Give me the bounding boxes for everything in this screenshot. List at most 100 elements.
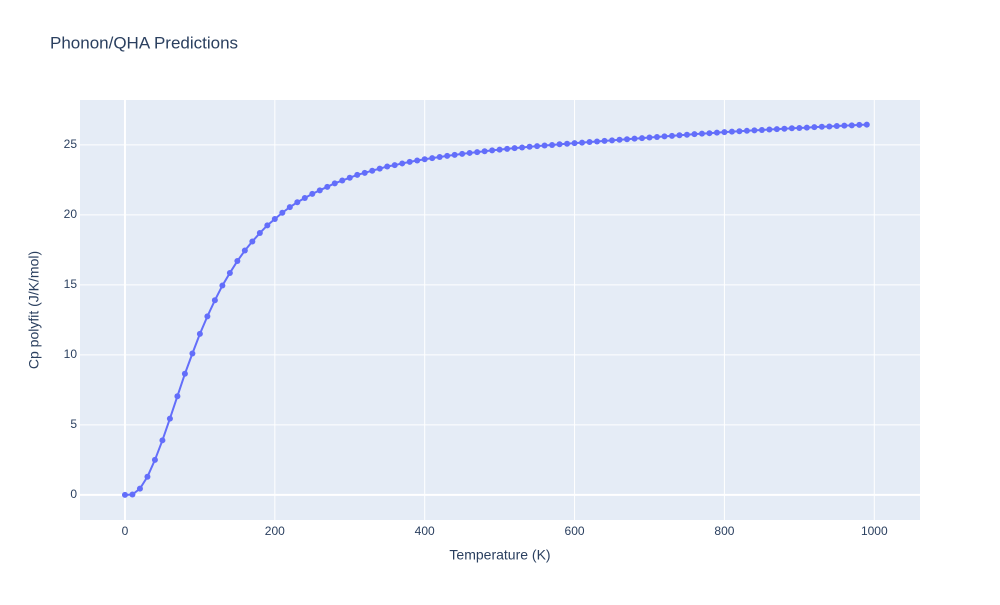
data-point <box>594 138 601 145</box>
data-point <box>773 126 780 133</box>
data-point <box>339 177 346 184</box>
data-point <box>189 350 196 357</box>
data-point <box>736 128 743 135</box>
y-tick-label: 20 <box>64 207 78 221</box>
data-point <box>803 124 810 131</box>
data-point <box>743 127 750 134</box>
data-point <box>121 491 128 498</box>
data-point <box>414 157 421 164</box>
data-point <box>601 137 608 144</box>
data-point <box>549 141 556 148</box>
data-point <box>698 130 705 137</box>
series-line <box>124 123 867 496</box>
data-point <box>129 491 136 498</box>
plot-area <box>80 100 920 520</box>
data-point <box>204 313 211 320</box>
data-point <box>144 473 151 480</box>
data-point <box>294 199 301 206</box>
data-point <box>196 330 203 337</box>
x-tick-label: 600 <box>565 524 585 538</box>
data-point <box>234 258 241 265</box>
data-point <box>181 370 188 377</box>
data-point <box>429 155 436 162</box>
data-point <box>713 129 720 136</box>
y-axis-label: Cp polyfit (J/K/mol) <box>26 251 42 369</box>
data-point <box>174 393 181 400</box>
data-point <box>638 135 645 142</box>
data-point <box>751 127 758 134</box>
data-point <box>541 142 548 149</box>
data-point <box>826 123 833 130</box>
data-point <box>211 297 218 304</box>
data-point <box>661 133 668 140</box>
data-point <box>781 125 788 132</box>
data-point <box>444 152 451 159</box>
data-point <box>354 171 361 178</box>
data-point <box>451 151 458 158</box>
data-point <box>279 209 286 216</box>
data-point <box>474 149 481 156</box>
data-point <box>436 153 443 160</box>
data-point <box>856 121 863 128</box>
data-point <box>361 169 368 176</box>
x-tick-label: 0 <box>122 524 129 538</box>
y-tick-label: 0 <box>70 487 77 501</box>
data-point <box>324 183 331 190</box>
data-point <box>466 149 473 156</box>
data-point <box>406 158 413 165</box>
data-point <box>376 165 383 172</box>
data-point <box>496 146 503 153</box>
x-tick-label: 400 <box>415 524 435 538</box>
data-point <box>758 126 765 133</box>
data-point <box>241 247 248 254</box>
data-point <box>489 147 496 154</box>
data-point <box>788 125 795 132</box>
data-point <box>421 156 428 163</box>
data-point <box>399 160 406 167</box>
data-point <box>309 190 316 197</box>
data-point <box>151 456 158 463</box>
data-point <box>646 134 653 141</box>
data-point <box>459 150 466 157</box>
data-point <box>556 141 563 148</box>
data-point <box>271 216 278 223</box>
data-point <box>571 140 578 147</box>
data-point <box>331 180 338 187</box>
x-tick-label: 800 <box>714 524 734 538</box>
data-point <box>564 140 571 147</box>
data-point <box>166 415 173 422</box>
data-point <box>631 135 638 142</box>
chart-title: Phonon/QHA Predictions <box>50 33 238 52</box>
data-point <box>286 204 293 211</box>
data-point <box>706 130 713 137</box>
data-point <box>586 139 593 146</box>
data-point <box>683 131 690 138</box>
data-point <box>653 133 660 140</box>
x-tick-label: 1000 <box>861 524 888 538</box>
data-point <box>848 122 855 129</box>
data-point <box>616 136 623 143</box>
data-point <box>256 230 263 237</box>
y-tick-label: 15 <box>64 277 78 291</box>
data-point <box>668 132 675 139</box>
data-point <box>818 123 825 130</box>
data-point <box>346 174 353 181</box>
data-point <box>249 238 256 245</box>
y-tick-label: 25 <box>64 137 78 151</box>
data-point <box>841 122 848 129</box>
data-point <box>609 137 616 144</box>
data-point <box>796 125 803 132</box>
data-point <box>369 167 376 174</box>
data-point <box>219 282 226 289</box>
y-tick-label: 5 <box>70 417 77 431</box>
data-point <box>519 144 526 151</box>
x-axis-label: Temperature (K) <box>449 547 550 563</box>
data-point <box>264 222 271 229</box>
y-tick-label: 10 <box>64 347 78 361</box>
data-point <box>391 162 398 169</box>
data-point <box>728 128 735 135</box>
data-point <box>526 143 533 150</box>
data-point <box>833 123 840 130</box>
data-point <box>316 187 323 194</box>
